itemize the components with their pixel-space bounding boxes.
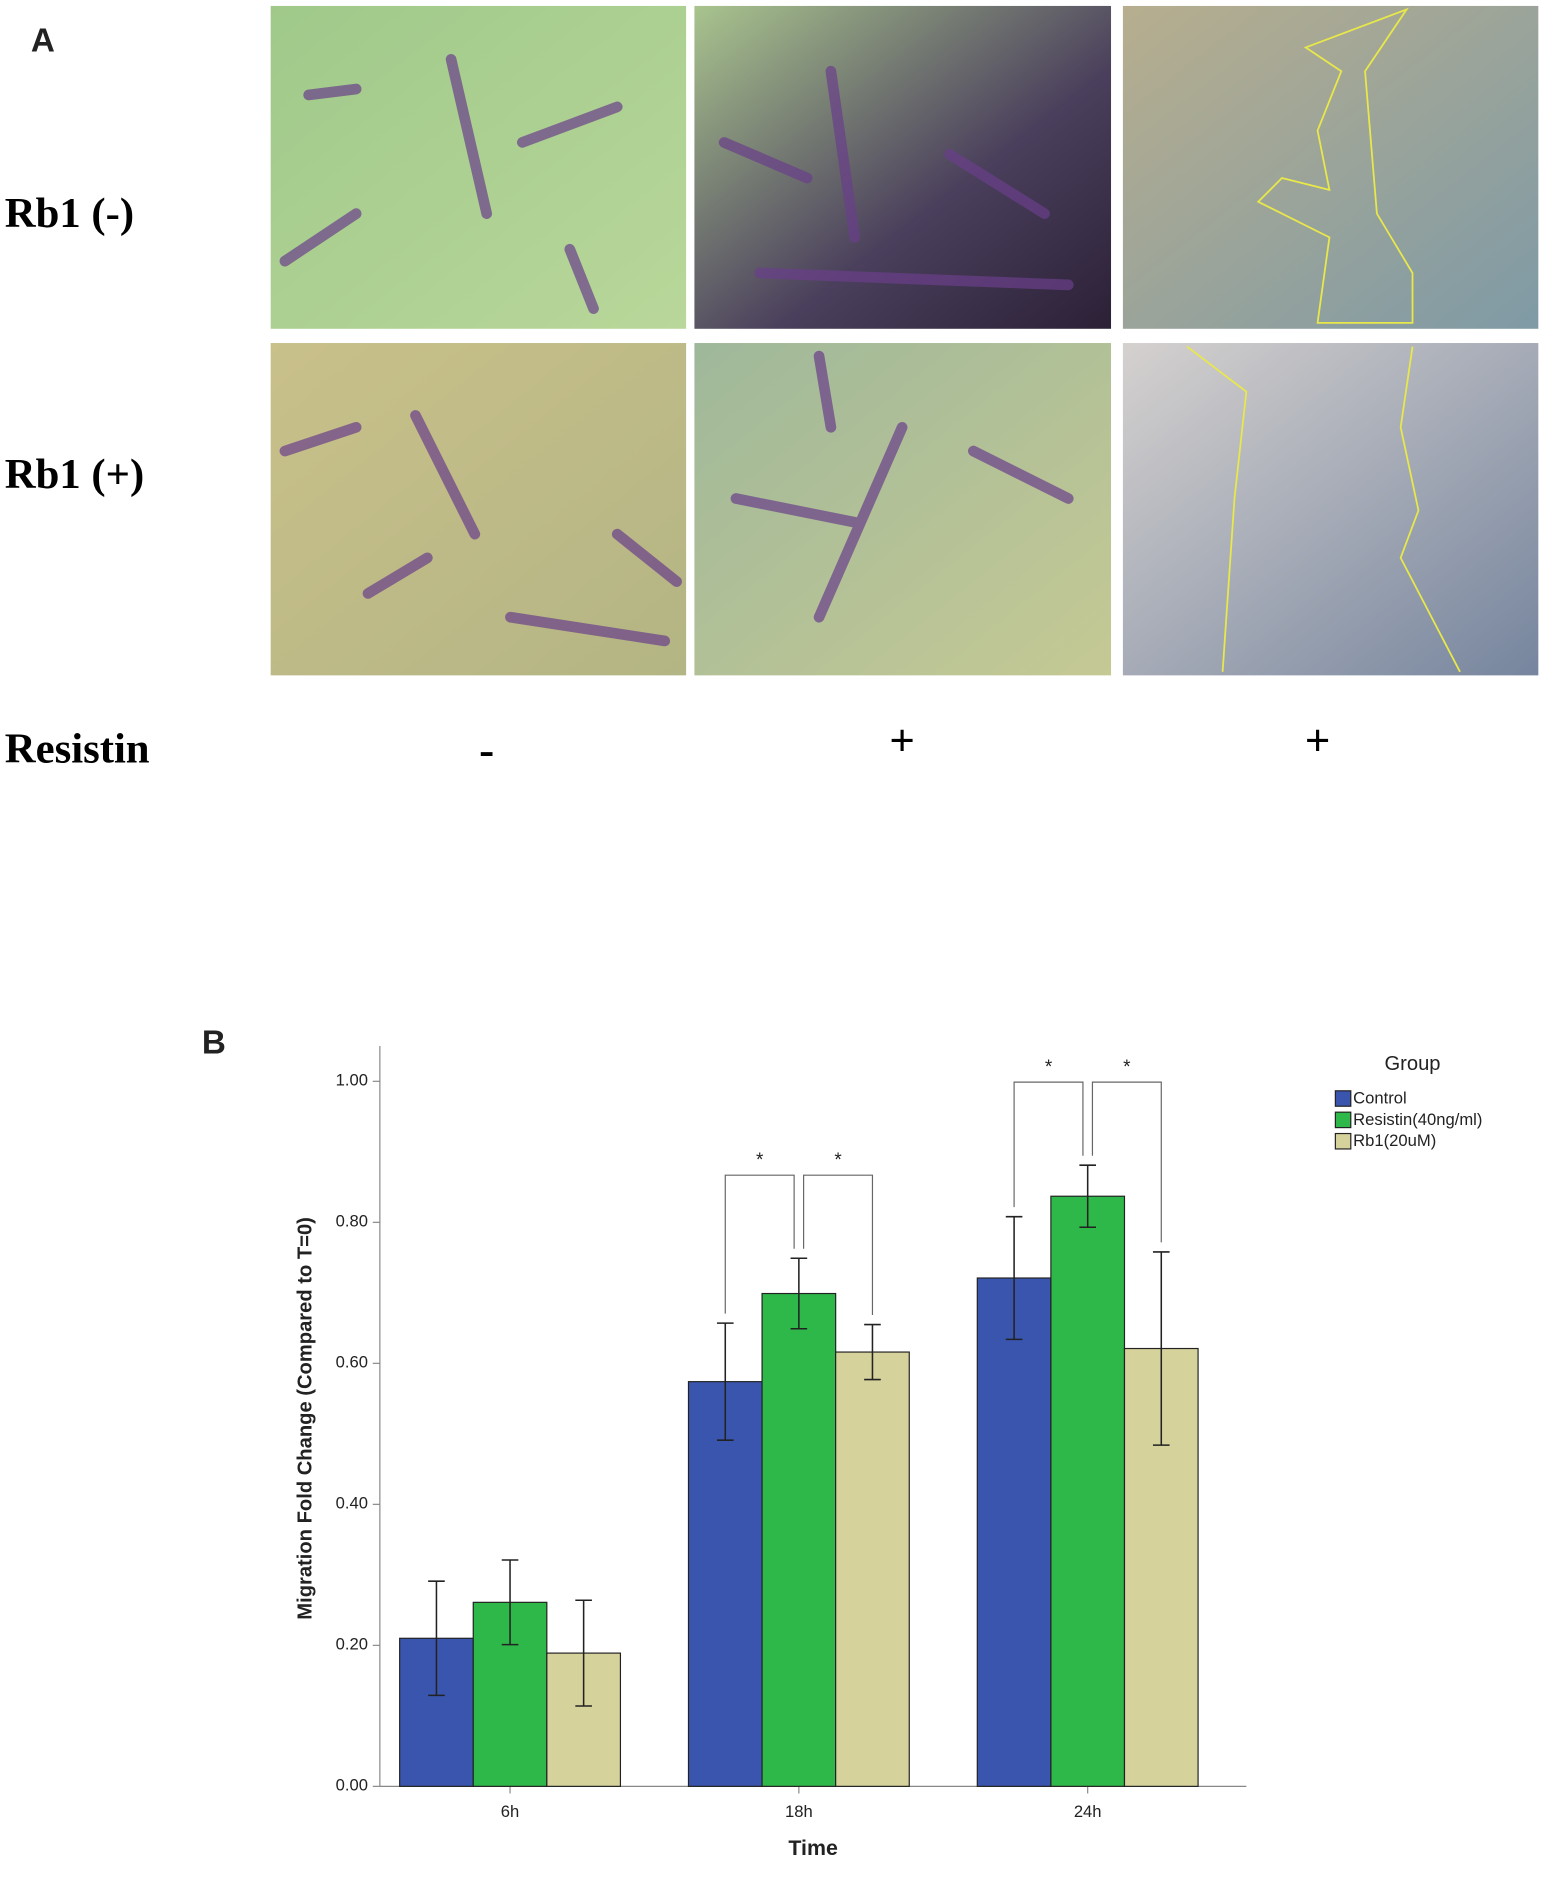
significance-bracket [1091,1081,1162,1243]
significance-label: * [834,1150,842,1171]
micrograph [270,343,687,676]
stained-pores [279,54,1074,647]
panel-label: A [31,23,55,60]
x-tick-label: 18h [785,1802,813,1821]
legend-swatch [1334,1111,1352,1129]
legend-title: Group [1385,1053,1441,1075]
bar [835,1351,910,1787]
significance-label: * [1045,1057,1053,1078]
x-tick-label: 6h [501,1802,519,1821]
row-label: Rb1 (+) [5,451,144,498]
y-axis-title: Migration Fold Change (Compared to T=0) [295,1217,317,1620]
legend-label: Control [1353,1089,1407,1108]
significance-label: * [756,1150,764,1171]
y-tick-label: 0.60 [336,1353,368,1372]
y-tick-label: 1.00 [336,1071,368,1090]
x-axis-title: Time [788,1836,838,1860]
bar [687,1381,763,1787]
wound-edge [1256,7,1414,324]
legend-label: Resistin(40ng/ml) [1353,1110,1482,1129]
wound-edge [1186,345,1461,673]
significance-label: * [1123,1057,1131,1078]
treatment-mark: + [1305,716,1331,766]
legend-label: Rb1(20uM) [1353,1131,1436,1150]
micrograph [694,343,1112,676]
panel-label: B [202,1024,226,1061]
y-tick-label: 0.00 [336,1776,368,1795]
y-tick-label: 0.20 [336,1635,368,1654]
bar [976,1277,1052,1787]
legend-swatch [1334,1090,1352,1107]
micrograph [1122,343,1539,676]
treatment-mark: - [479,725,494,775]
treatment-mark: + [889,716,915,766]
y-tick-label: 0.40 [336,1494,368,1513]
bar [1050,1195,1126,1787]
legend-swatch [1334,1132,1352,1150]
significance-bracket [724,1174,795,1314]
bar [761,1292,837,1787]
x-tick-label: 24h [1074,1802,1102,1821]
micrographs [270,5,1539,676]
significance-bracket [1013,1081,1084,1208]
significance-bracket [803,1174,874,1316]
micrograph [1122,5,1539,329]
y-tick-label: 0.80 [336,1212,368,1231]
row-label: Rb1 (-) [5,190,134,237]
treatment-label: Resistin [5,725,150,772]
